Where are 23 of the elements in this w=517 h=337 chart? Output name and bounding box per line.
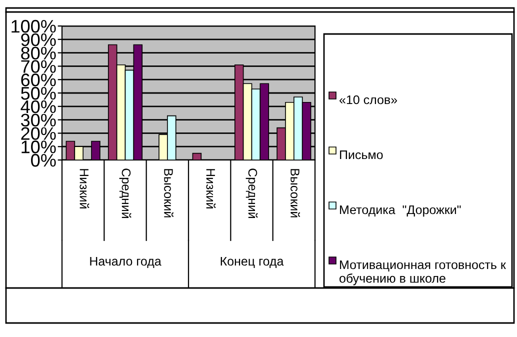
x-tick-label: Высокий [164,169,174,218]
x-tick-label: Средний [246,168,258,218]
y-tick-label: 10% [22,140,56,154]
x-tick-label: Низкий [80,169,90,208]
y-tick-label: 20% [21,127,56,140]
legend-label: Письмо [340,150,383,160]
text: Конец года [220,256,284,268]
y-tick-label: 50% [21,86,56,100]
y-tick-label: 0% [31,154,56,167]
y-tick-label: 60% [21,74,56,86]
y-tick-label: 40% [20,100,56,114]
y-tick-label: 70% [21,60,56,73]
x-tick-label: Низкий [206,169,216,208]
x-tick-label: Средний [119,168,132,218]
y-tick-label: 80% [21,46,56,60]
x-tick-label: Высокий [290,169,300,218]
y-tick-label: 30% [20,114,56,127]
text: Начало года [90,256,162,268]
legend-label: Мотивационная готовность к обучению в школе [340,260,506,286]
legend-label: Методика "Дорожки" [340,205,461,217]
y-tick-label: 90% [21,33,56,46]
y-tick-label: 100% [12,20,56,33]
legend-label: «10 слов» [340,95,398,104]
